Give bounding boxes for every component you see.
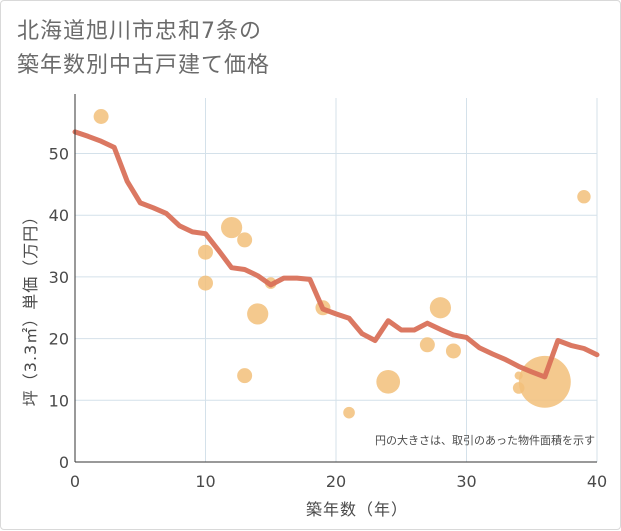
y-tick-label: 0	[59, 453, 69, 472]
tick-labels: 0 10 20 30 40 0 10 20 30 40 50	[49, 145, 608, 491]
y-tick-label: 20	[49, 330, 69, 349]
scatter-point	[445, 343, 461, 359]
chart-title-line2: 築年数別中古戸建て価格	[17, 53, 271, 78]
scatter-point	[429, 297, 452, 319]
trend-line	[72, 129, 600, 380]
scatter-point	[198, 244, 213, 260]
axes	[74, 94, 597, 463]
scatter-point	[518, 355, 571, 408]
y-tick-label: 50	[49, 145, 69, 164]
grid-lines	[75, 98, 598, 462]
scatter-point	[93, 109, 109, 125]
scatter-point	[577, 190, 591, 204]
scatter-point	[220, 216, 243, 239]
x-tick-label: 0	[70, 472, 80, 491]
y-tick-label: 40	[49, 206, 69, 225]
x-axis-title: 築年数（年）	[306, 500, 408, 519]
scatter-bubbles	[93, 109, 591, 419]
scatter-point	[376, 369, 401, 394]
scatter-point	[343, 406, 355, 419]
x-tick-label: 10	[195, 472, 215, 491]
x-tick-label: 40	[587, 472, 607, 491]
scatter-point	[247, 303, 269, 325]
x-tick-label: 30	[456, 472, 476, 491]
chart-title: 北海道旭川市忠和7条の 築年数別中古戸建て価格	[17, 15, 270, 83]
chart-title-line1: 北海道旭川市忠和7条の	[17, 19, 262, 44]
scatter-point	[237, 368, 253, 384]
y-tick-label: 30	[49, 268, 69, 287]
scatter-point	[198, 275, 213, 291]
y-axis-title: 坪（3.3㎡）単価（万円）	[21, 208, 40, 406]
bubble-size-note: 円の大きさは、取引のあった物件面積を示す	[375, 433, 595, 447]
scatter-point	[419, 337, 435, 353]
scatter-point	[237, 232, 253, 248]
y-tick-label: 10	[49, 391, 69, 410]
x-tick-label: 20	[326, 472, 346, 491]
